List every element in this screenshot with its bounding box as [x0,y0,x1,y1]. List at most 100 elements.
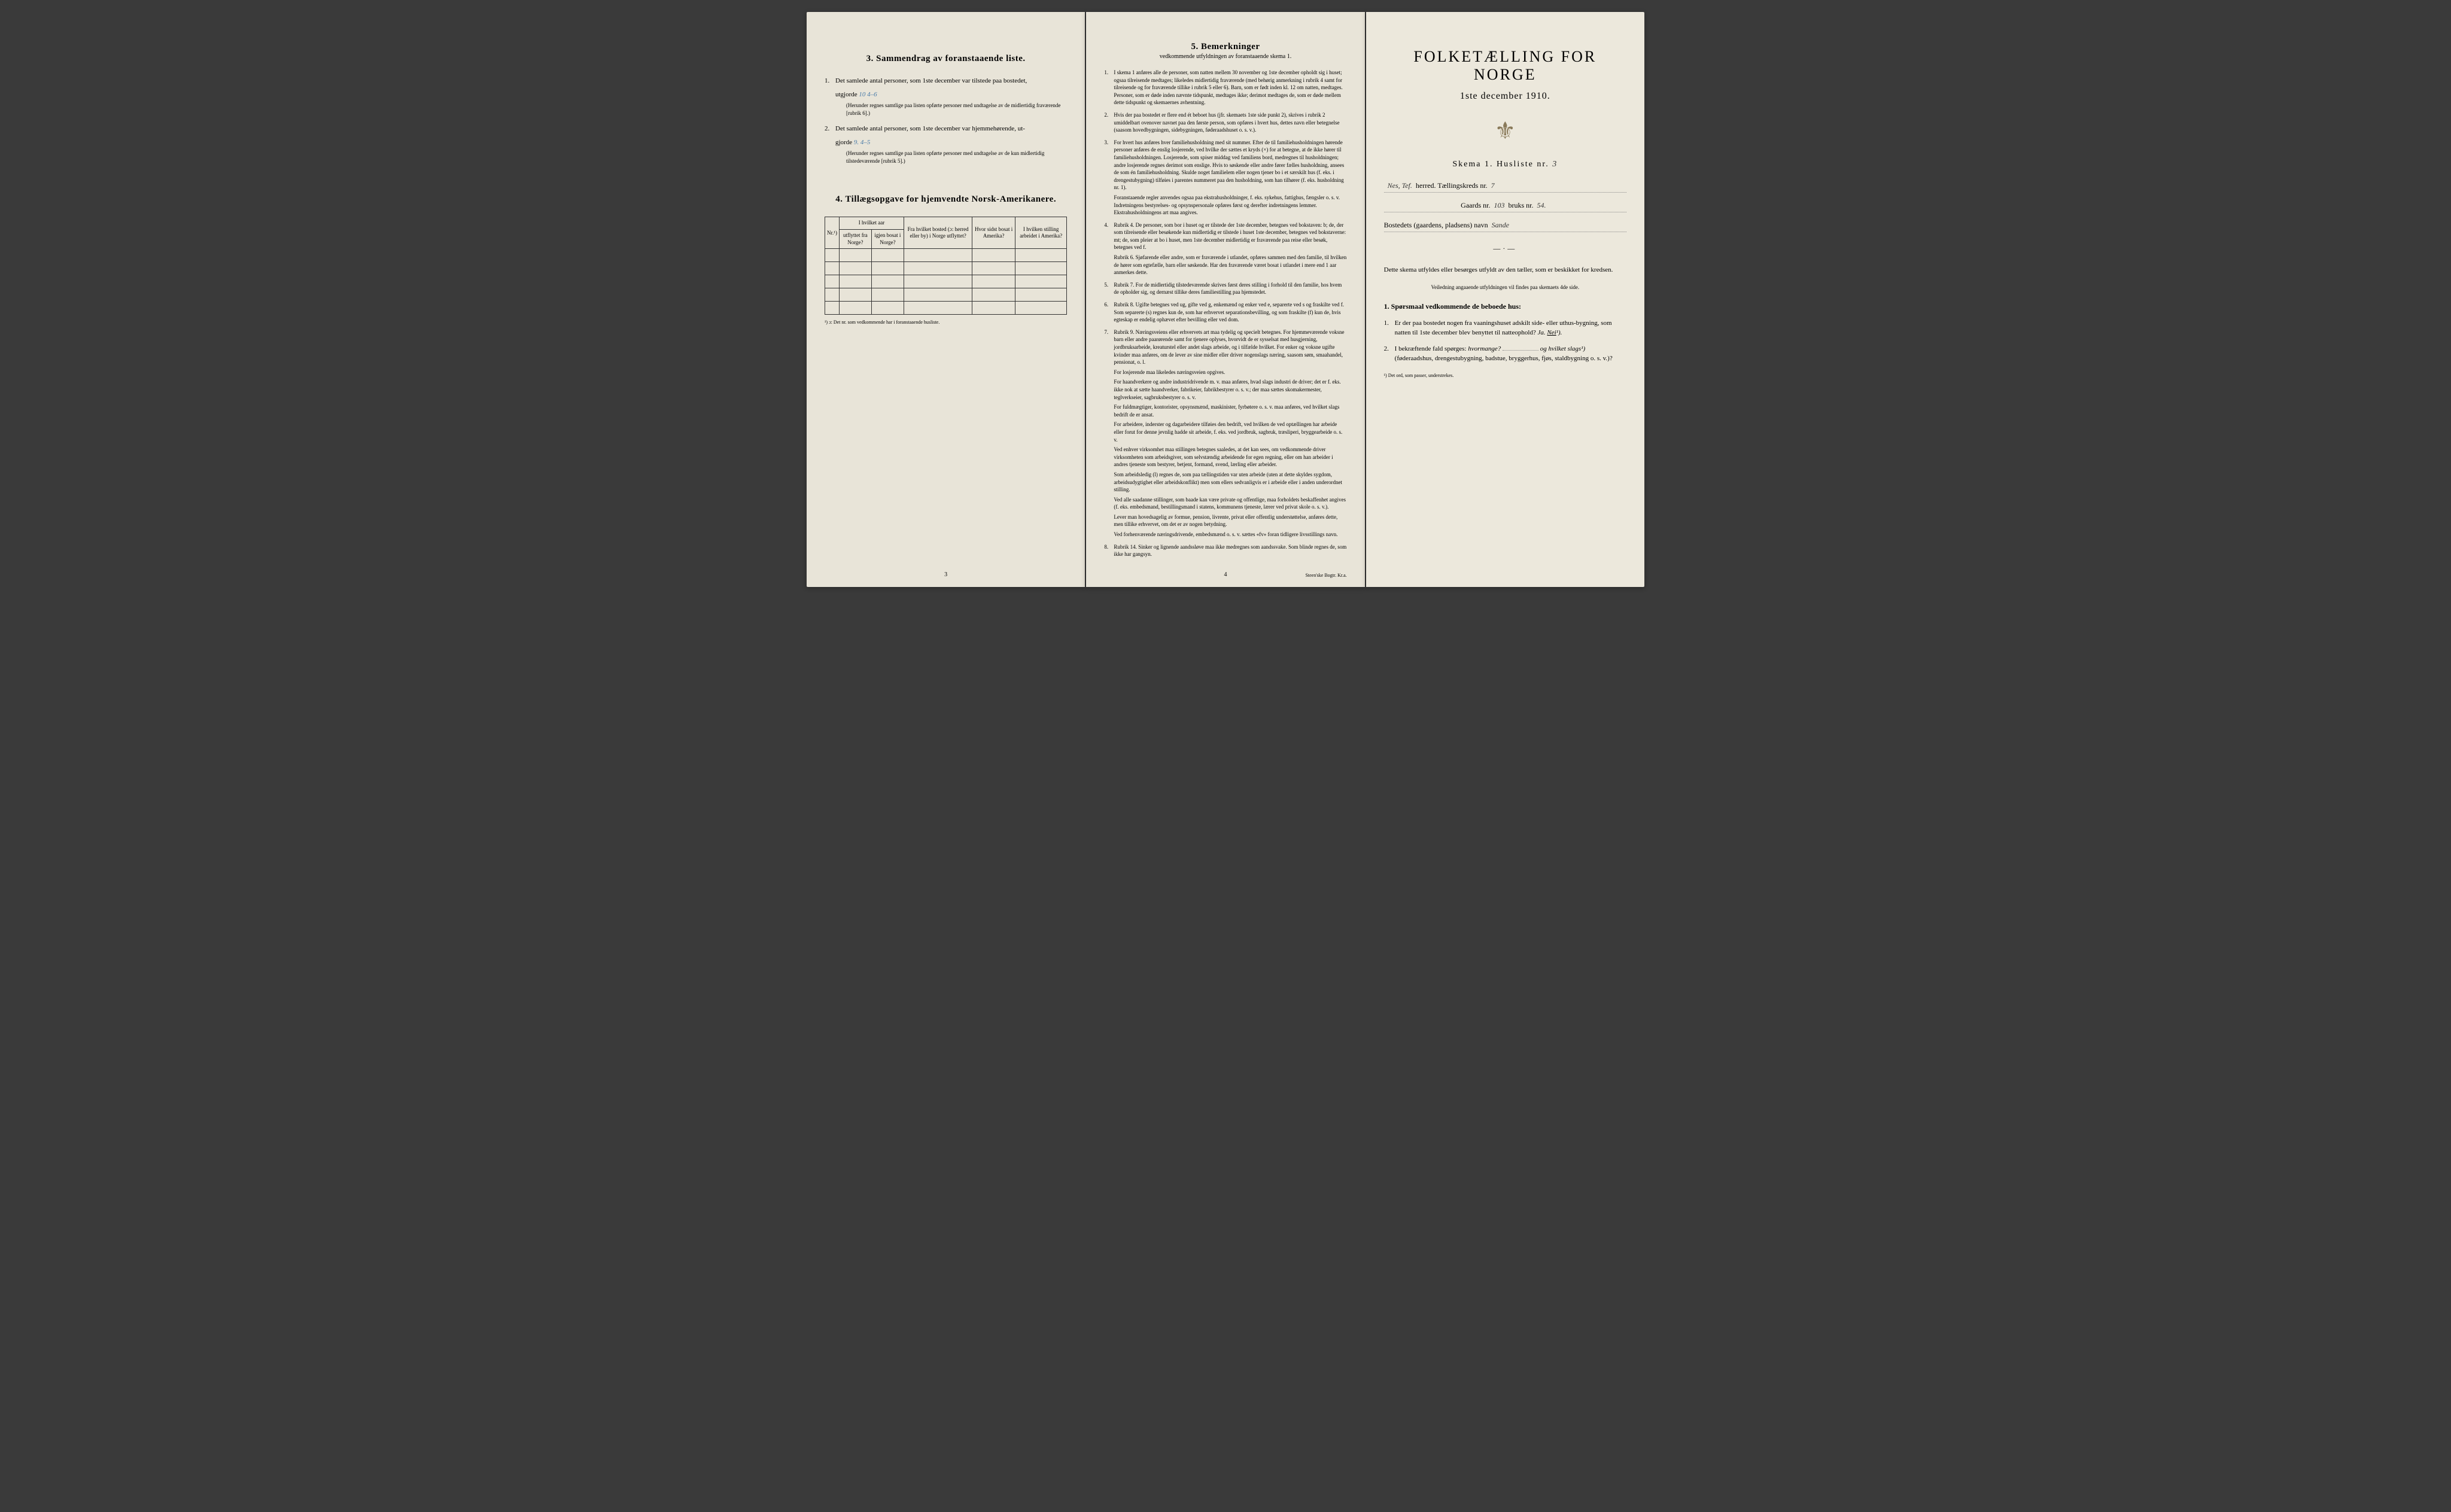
remark-item: 5. Rubrik 7. For de midlertidig tilstedev… [1104,281,1346,296]
remark-sub: For arbeidere, inderster og dagarbeidere… [1114,421,1346,443]
question-1: 1. Er der paa bostedet nogen fra vaaning… [1384,318,1626,338]
page-number: 4 [1224,571,1227,578]
remark-number: 7. [1104,328,1108,336]
page-4: 5. Bemerkninger vedkommende utfyldningen… [1086,12,1364,587]
remark-number: 4. [1104,221,1108,229]
skema-line: Skema 1. Husliste nr. 3 [1384,160,1626,169]
q1-answers: Ja. Nei¹). [1538,329,1562,336]
table-footnote: ¹) ɔ: Det nr. som vedkommende har i fora… [825,320,1067,325]
table-row [825,302,1067,315]
item-1: 1. Det samlede antal personer, som 1ste … [825,76,1067,117]
table-row [825,249,1067,262]
gaards-nr: 103 [1494,201,1504,210]
bosted-value: Sande [1492,221,1509,230]
remark-text: Rubrik 8. Ugifte betegnes ved ug, gifte … [1114,302,1344,323]
remark-item: 2.Hvis der paa bostedet er flere end ét … [1104,111,1346,134]
item-1-label: utgjorde [835,91,857,98]
question-header: 1. Spørsmaal vedkommende de beboede hus: [1384,302,1626,311]
item-1-note: (Herunder regnes samtlige paa listen opf… [835,102,1067,117]
remark-item: 3. For hvert hus anføres hver familiehush… [1104,139,1346,217]
item-1-value: 10 4–6 [859,91,877,98]
remark-text: Rubrik 4. De personer, som bor i huset o… [1114,222,1346,251]
col-emigrated: utflyttet fra Norge? [839,230,871,249]
remark-number: 6. [1104,301,1108,309]
bosted-label: Bostedets (gaardens, pladsens) navn [1384,221,1488,230]
col-nr: Nr.¹) [825,217,840,249]
herred-label: herred. Tællingskreds nr. [1416,181,1488,190]
remark-text: Hvis der paa bostedet er flere end ét be… [1114,112,1339,133]
question-2: 2. I bekræftende fald spørges: hvormange… [1384,344,1626,364]
col-returned: igjen bosat i Norge? [871,230,904,249]
remark-sub: Ved forhenværende næringsdrivende, embed… [1114,531,1346,539]
item-2: 2. Det samlede antal personer, som 1ste … [825,124,1067,165]
item-number: 2. [825,124,829,134]
skema-label: Skema 1. Husliste nr. [1452,160,1549,169]
bruks-label: bruks nr. [1508,201,1533,210]
answer-nei: Nei [1547,329,1556,336]
remark-text: Rubrik 7. For de midlertidig tilstedevær… [1114,282,1342,296]
item-number: 1. [825,76,829,86]
table-row [825,275,1067,288]
remark-sub: For haandverkere og andre industridriven… [1114,378,1346,401]
item-1-text: Det samlede antal personer, som 1ste dec… [835,77,1027,84]
answer-ja: Ja. [1538,329,1546,336]
printer-mark: Steen'ske Bogtr. Kr.a. [1305,573,1346,578]
emigrant-table: Nr.¹) I hvilket aar Fra hvilket bosted (… [825,217,1067,325]
q1-text: Er der paa bostedet nogen fra vaaningshu… [1395,320,1612,337]
q2-text: I bekræftende fald spørges: [1395,345,1467,352]
page-number: 3 [944,571,947,578]
table-row [825,262,1067,275]
remark-sub: Rubrik 6. Sjøfarende eller andre, som er… [1114,254,1346,276]
herred-value: Nes, Tef. [1388,181,1412,190]
q-number: 2. [1384,344,1389,354]
q2-paren: (føderaadshus, drengestubygning, badstue… [1395,354,1626,364]
remarks-list: 1.I skema 1 anføres alle de personer, so… [1104,69,1346,558]
gaards-label: Gaards nr. [1461,201,1490,210]
section-3-title: 3. Sammendrag av foranstaaende liste. [825,54,1067,64]
kreds-nr: 7 [1491,181,1495,190]
remark-number: 5. [1104,281,1108,289]
herred-line: Nes, Tef. herred. Tællingskreds nr. 7 [1384,181,1626,193]
main-title: FOLKETÆLLING FOR NORGE [1384,48,1626,84]
remark-sub: Som arbeidsledig (l) regnes de, som paa … [1114,471,1346,494]
gaards-line: Gaards nr. 103 bruks nr. 54. [1384,201,1626,212]
remark-text: Rubrik 9. Næringsveiens eller erhvervets… [1114,329,1344,365]
census-document: 3. Sammendrag av foranstaaende liste. 1.… [807,12,1644,587]
remark-sub: Ved alle saadanne stillinger, som baade … [1114,496,1346,511]
col-position: I hvilken stilling arbeidet i Amerika? [1015,217,1067,249]
q2-og: og hvilket slags¹) [1540,345,1585,352]
item-2-note: (Herunder regnes samtlige paa listen opf… [835,150,1067,165]
bruks-nr: 54. [1537,201,1546,210]
remark-item: 6. Rubrik 8. Ugifte betegnes ved ug, gift… [1104,301,1346,324]
remark-number: 3. [1104,139,1108,147]
q2-hvormange: hvormange? [1468,345,1501,352]
subtitle: 1ste december 1910. [1384,91,1626,102]
remark-text: Rubrik 14. Sinker og lignende aandssløve… [1114,544,1346,558]
item-2-label: gjorde [835,139,852,146]
remark-sub: For losjerende maa likeledes næringsveie… [1114,369,1346,376]
answer-sup: ¹). [1556,329,1562,336]
remark-text: For hvert hus anføres hver familiehushol… [1114,139,1344,191]
col-from: Fra hvilket bosted (ɔ: herred eller by) … [904,217,972,249]
item-2-value: 9. 4–5 [854,139,871,146]
remark-item: 7. Rubrik 9. Næringsveiens eller erhverve… [1104,328,1346,539]
husliste-nr: 3 [1552,160,1558,169]
col-where: Hvor sidst bosat i Amerika? [972,217,1015,249]
remark-item: 1.I skema 1 anføres alle de personer, so… [1104,69,1346,107]
remark-item: 8. Rubrik 14. Sinker og lignende aandsslø… [1104,543,1346,558]
instructions-small: Veiledning angaaende utfyldningen vil fi… [1384,284,1626,290]
section-5-subtitle: vedkommende utfyldningen av foranstaaend… [1104,53,1346,60]
remark-number: 8. [1104,543,1108,551]
remark-sub: Ved enhver virksomhet maa stillingen bet… [1114,446,1346,468]
item-2-text: Det samlede antal personer, som 1ste dec… [835,125,1025,132]
remark-sub: Lever man hovedsagelig av formue, pensio… [1114,513,1346,528]
page-cover: FOLKETÆLLING FOR NORGE 1ste december 191… [1366,12,1644,587]
remark-item: 4. Rubrik 4. De personer, som bor i huset… [1104,221,1346,276]
remark-number: 1. [1104,69,1108,77]
remark-sub: Foranstaaende regler anvendes ogsaa paa … [1114,194,1346,217]
section-4-title: 4. Tillægsopgave for hjemvendte Norsk-Am… [825,194,1067,205]
remark-sub: For fuldmægtiger, kontorister, opsynsmæn… [1114,403,1346,418]
table-row [825,288,1067,302]
divider: ―·― [1384,244,1626,253]
q-number: 1. [1384,318,1389,328]
